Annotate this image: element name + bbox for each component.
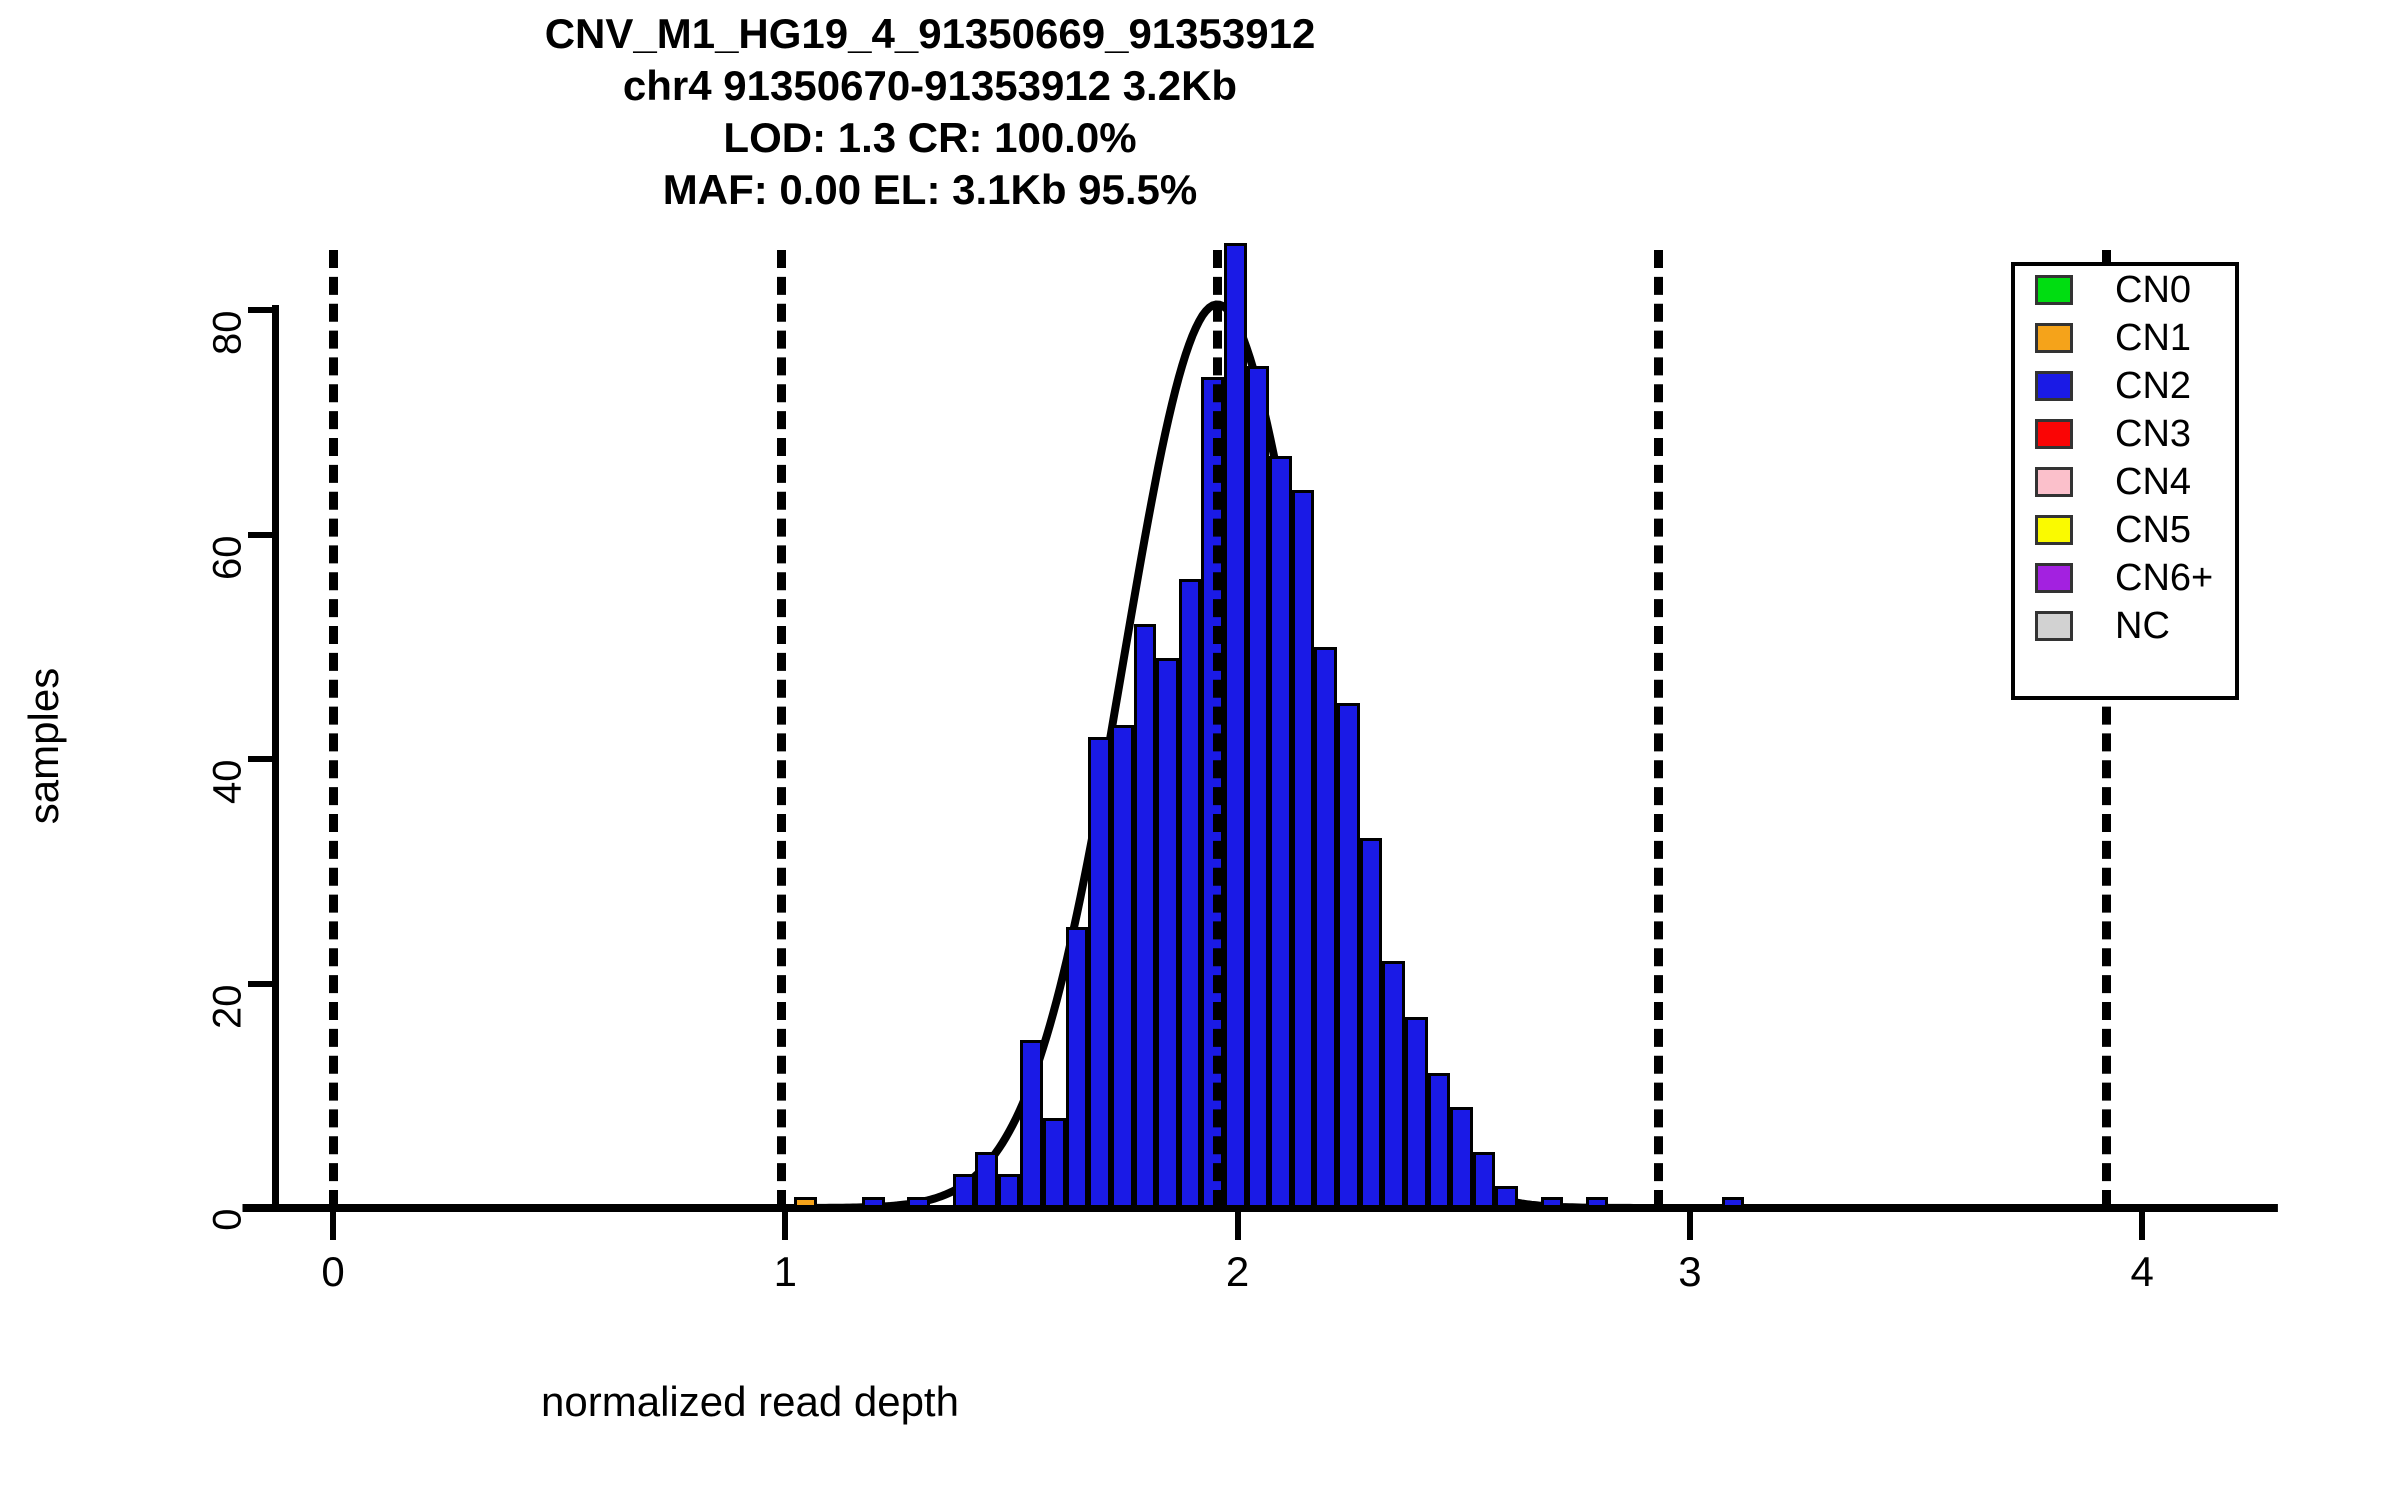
legend-item-label: CN4	[2115, 461, 2192, 503]
y-axis-tick	[248, 1205, 272, 1211]
legend-swatch-icon	[2035, 371, 2073, 401]
legend-item-cn4[interactable]: CN4	[2015, 458, 2235, 506]
histogram-bar	[1246, 366, 1270, 1208]
legend-swatch-icon	[2035, 467, 2073, 497]
histogram-bar	[1472, 1151, 1496, 1208]
legend-item-label: CN3	[2115, 413, 2192, 455]
histogram-bar	[1020, 1039, 1044, 1208]
legend-swatch-icon	[2035, 275, 2073, 305]
histogram-bar	[997, 1174, 1021, 1208]
x-axis-tick	[330, 1210, 336, 1240]
legend-item-label: CN2	[2115, 365, 2192, 407]
legend-item-label: NC	[2115, 605, 2170, 647]
histogram-bar	[1224, 242, 1247, 1208]
chart-title: CNV_M1_HG19_4_91350669_91353912 chr4 913…	[0, 8, 1860, 216]
legend-item-cn1[interactable]: CN1	[2015, 314, 2235, 362]
histogram-bar	[1404, 1017, 1428, 1208]
legend-item-cn3[interactable]: CN3	[2015, 410, 2235, 458]
legend-item-cn5[interactable]: CN5	[2015, 506, 2235, 554]
legend-swatch-icon	[2035, 515, 2073, 545]
y-axis-tick	[248, 980, 272, 987]
legend-swatch-icon	[2035, 563, 2073, 593]
histogram-bar	[1427, 1073, 1451, 1208]
x-axis-tick-label: 1	[773, 1248, 797, 1295]
boundary-dashed-line	[329, 250, 338, 1208]
boundary-dashed-line	[776, 250, 786, 1208]
x-axis-line	[244, 1205, 2276, 1212]
legend: CN0 CN1 CN2 CN3 CN4 CN5 CN6+ NC	[2011, 262, 2239, 700]
x-axis-title: normalized read depth	[541, 1378, 959, 1425]
x-axis-tick-label: 0	[321, 1248, 345, 1295]
histogram-bar	[1178, 579, 1202, 1208]
y-axis-tick	[248, 531, 272, 538]
histogram-bar	[1359, 837, 1383, 1208]
y-axis-tick	[248, 756, 272, 762]
boundary-dashed-line	[1654, 250, 1664, 1208]
x-axis-tick	[782, 1210, 789, 1240]
histogram-bar	[1110, 725, 1134, 1208]
y-axis-tick-label: 60	[205, 535, 250, 580]
legend-swatch-icon	[2035, 323, 2073, 353]
title-line-1: CNV_M1_HG19_4_91350669_91353912	[544, 10, 1316, 57]
histogram-bar	[1156, 657, 1179, 1208]
boundary-dashed-line	[1213, 250, 1223, 1208]
histogram-bar	[1043, 1118, 1066, 1208]
legend-item-cn2[interactable]: CN2	[2015, 362, 2235, 410]
histogram-bar	[1382, 961, 1405, 1208]
y-axis-tick-label: 80	[205, 310, 250, 356]
histogram-bar	[1269, 455, 1292, 1208]
y-axis-title: samples	[20, 667, 67, 825]
x-axis-tick	[1234, 1210, 1241, 1240]
legend-swatch-icon	[2035, 419, 2073, 449]
title-line-4: MAF: 0.00 EL: 3.1Kb 95.5%	[662, 166, 1198, 213]
y-axis-tick-label: 20	[205, 984, 250, 1029]
x-axis-tick	[2139, 1210, 2146, 1240]
legend-item-cn6plus[interactable]: CN6+	[2015, 554, 2235, 602]
x-axis-tick-label: 3	[1678, 1248, 1702, 1295]
histogram-bar	[1133, 624, 1157, 1208]
histogram-bar	[1450, 1106, 1473, 1208]
histogram-bar	[952, 1174, 976, 1208]
legend-swatch-icon	[2035, 611, 2073, 641]
legend-item-nc[interactable]: NC	[2015, 602, 2235, 650]
legend-item-label: CN6+	[2115, 557, 2214, 599]
histogram-bar	[1088, 736, 1111, 1208]
histogram-bar	[975, 1151, 998, 1208]
x-axis-tick-label: 4	[2130, 1248, 2154, 1295]
histogram-bar	[1337, 702, 1360, 1208]
title-line-2: chr4 91350670-91353912 3.2Kb	[622, 62, 1238, 109]
legend-item-label: CN5	[2115, 509, 2192, 551]
y-axis-line	[272, 305, 279, 1211]
y-axis-tick-label: 40	[205, 759, 250, 805]
histogram-bar	[1291, 489, 1315, 1208]
boundary-dashed-line	[2102, 250, 2112, 1208]
y-axis-tick	[248, 307, 272, 313]
histogram-bar	[1314, 646, 1338, 1208]
x-axis-tick	[1686, 1210, 1693, 1240]
x-axis-tick-label: 2	[1225, 1248, 1250, 1295]
title-line-3: LOD: 1.3 CR: 100.0%	[723, 114, 1137, 161]
legend-item-label: CN1	[2115, 317, 2192, 359]
legend-item-cn0[interactable]: CN0	[2015, 266, 2235, 314]
legend-item-label: CN0	[2115, 269, 2192, 311]
histogram-bar	[1065, 927, 1089, 1208]
y-axis-tick-label: 0	[205, 1208, 250, 1231]
